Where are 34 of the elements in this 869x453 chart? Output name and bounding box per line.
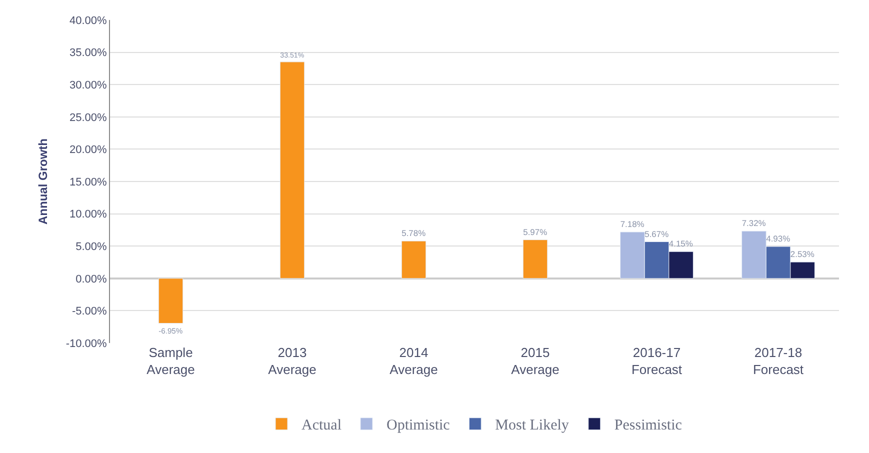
data-label: 2.53% <box>790 249 815 260</box>
x-tick-label: 2015 Average <box>511 345 560 377</box>
x-tick-label: 2016-17 Forecast <box>631 345 682 377</box>
legend-label: Most Likely <box>495 418 570 434</box>
bar <box>522 240 548 279</box>
y-tick-label: 5.00% <box>76 240 108 253</box>
y-tick-label: 0.00% <box>76 273 108 286</box>
data-label: 7.32% <box>742 218 766 228</box>
legend-label: Actual <box>302 418 342 434</box>
x-tick-label: 2017-18 Forecast <box>752 345 804 377</box>
x-tick-label: Sample Average <box>146 345 195 377</box>
x-tick-label: 2013 Average <box>268 345 316 377</box>
data-label: 5.97% <box>523 226 548 237</box>
y-tick-label: -10.00% <box>66 338 108 350</box>
bar <box>280 62 305 279</box>
bar <box>401 240 426 279</box>
y-tick-label: -5.00% <box>72 306 108 318</box>
data-label: 4.15% <box>668 238 694 249</box>
y-tick-label: 20.00% <box>69 144 108 156</box>
y-axis-title: Annual Growth <box>36 138 50 224</box>
data-label: 7.18% <box>620 219 645 230</box>
data-label: 4.93% <box>766 234 791 244</box>
legend-label: Optimistic <box>386 418 450 434</box>
data-label: 5.67% <box>644 228 670 239</box>
data-label: 5.78% <box>402 228 426 238</box>
y-tick-label: 25.00% <box>69 112 108 124</box>
y-tick-label: 35.00% <box>69 47 108 60</box>
x-tick-label: 2014 Average <box>390 345 438 377</box>
legend-label: Pessimistic <box>614 418 682 434</box>
y-tick-label: 40.00% <box>69 14 108 27</box>
y-tick-label: 30.00% <box>69 79 108 92</box>
bar <box>158 278 184 324</box>
y-tick-label: 15.00% <box>69 176 108 188</box>
y-tick-label: 10.00% <box>69 208 108 221</box>
